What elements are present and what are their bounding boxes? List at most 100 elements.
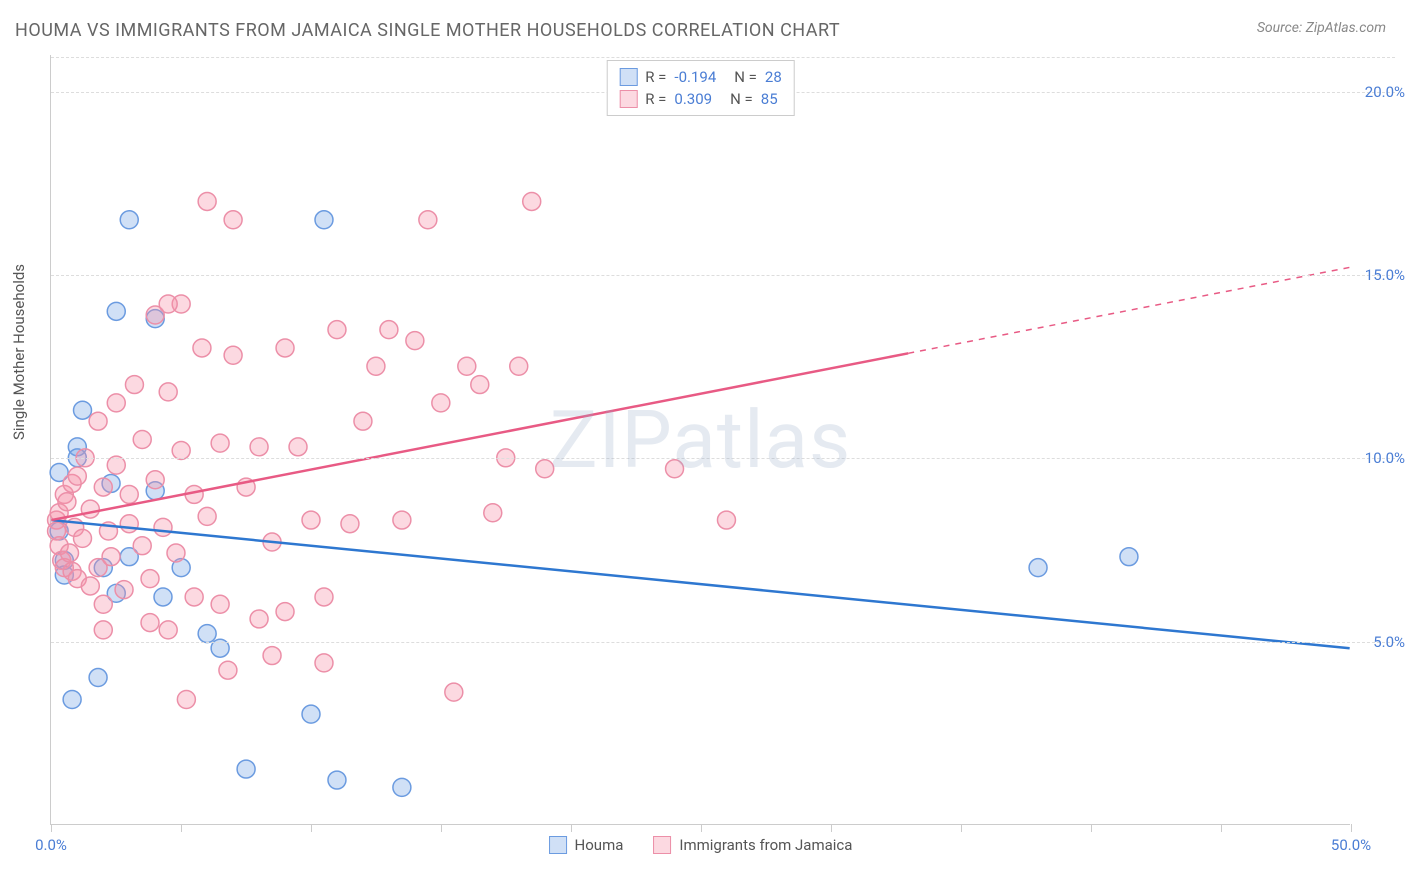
series-legend-label: Houma [575, 836, 624, 854]
x-tick [181, 824, 182, 832]
legend-swatch-jamaica [653, 836, 671, 854]
scatter-point [250, 438, 268, 456]
scatter-point [406, 332, 424, 350]
scatter-point [172, 441, 190, 459]
x-tick [571, 824, 572, 832]
x-tick-label: 0.0% [35, 836, 67, 854]
scatter-point [354, 412, 372, 430]
y-tick-label: 15.0% [1355, 266, 1405, 284]
scatter-point [115, 581, 133, 599]
scatter-point [159, 383, 177, 401]
scatter-point [211, 595, 229, 613]
scatter-point [58, 493, 76, 511]
legend-swatch-jamaica [619, 90, 637, 108]
scatter-point [471, 376, 489, 394]
scatter-point [193, 339, 211, 357]
x-tick [701, 824, 702, 832]
legend-n-label: N = [734, 68, 757, 86]
legend-n-label: N = [730, 90, 753, 108]
scatter-point [198, 625, 216, 643]
source-label: Source: ZipAtlas.com [1257, 20, 1386, 36]
scatter-point [510, 357, 528, 375]
scatter-point [89, 412, 107, 430]
legend-r-label: R = [645, 90, 666, 108]
scatter-point [107, 394, 125, 412]
scatter-point [276, 339, 294, 357]
plot-area: ZIPatlas R = -0.194 N = 28 R = 0.309 N =… [50, 55, 1350, 825]
scatter-point [224, 346, 242, 364]
scatter-point [154, 518, 172, 536]
x-tick [441, 824, 442, 832]
y-tick-label: 10.0% [1355, 449, 1405, 467]
scatter-point [666, 460, 684, 478]
scatter-point [81, 500, 99, 518]
chart-title: HOUMA VS IMMIGRANTS FROM JAMAICA SINGLE … [15, 20, 840, 41]
scatter-point [154, 588, 172, 606]
x-tick [961, 824, 962, 832]
series-legend-item-houma: Houma [549, 836, 624, 854]
scatter-point [219, 661, 237, 679]
y-axis-label: Single Mother Households [10, 264, 28, 440]
legend-n-value-houma: 28 [765, 68, 782, 86]
scatter-point [61, 544, 79, 562]
scatter-point [341, 515, 359, 533]
scatter-point [177, 691, 195, 709]
scatter-point [315, 654, 333, 672]
legend-swatch-houma [549, 836, 567, 854]
scatter-point [315, 588, 333, 606]
chart-container: HOUMA VS IMMIGRANTS FROM JAMAICA SINGLE … [0, 0, 1406, 892]
x-tick [1091, 824, 1092, 832]
regression-line-extrapolated [908, 267, 1349, 353]
scatter-point [63, 691, 81, 709]
x-tick-label: 50.0% [1331, 836, 1371, 854]
x-tick [311, 824, 312, 832]
scatter-point [94, 621, 112, 639]
scatter-point [445, 683, 463, 701]
series-legend-label: Immigrants from Jamaica [679, 836, 852, 854]
legend-r-label: R = [645, 68, 666, 86]
legend-row-jamaica: R = 0.309 N = 85 [619, 88, 782, 110]
legend-n-value-jamaica: 85 [761, 90, 778, 108]
scatter-point [328, 321, 346, 339]
scatter-point [367, 357, 385, 375]
scatter-point [102, 548, 120, 566]
scatter-point [159, 621, 177, 639]
scatter-point [133, 431, 151, 449]
gridline-h [51, 57, 1395, 58]
scatter-point [198, 507, 216, 525]
scatter-point [717, 511, 735, 529]
scatter-point [1029, 559, 1047, 577]
scatter-point [302, 511, 320, 529]
scatter-point [185, 588, 203, 606]
scatter-point [74, 529, 92, 547]
scatter-point [81, 577, 99, 595]
scatter-point [237, 760, 255, 778]
y-tick-label: 20.0% [1355, 83, 1405, 101]
scatter-point [141, 614, 159, 632]
scatter-point [523, 192, 541, 210]
scatter-point [74, 401, 92, 419]
legend-swatch-houma [619, 68, 637, 86]
scatter-point [289, 438, 307, 456]
legend-row-houma: R = -0.194 N = 28 [619, 66, 782, 88]
correlation-legend: R = -0.194 N = 28 R = 0.309 N = 85 [606, 60, 795, 116]
x-tick [51, 824, 52, 832]
scatter-point [167, 544, 185, 562]
x-tick [1351, 824, 1352, 832]
scatter-point [393, 778, 411, 796]
scatter-point [94, 595, 112, 613]
scatter-point [120, 515, 138, 533]
scatter-point [536, 460, 554, 478]
scatter-point [380, 321, 398, 339]
scatter-point [159, 295, 177, 313]
scatter-point [250, 610, 268, 628]
x-tick [1221, 824, 1222, 832]
scatter-point [328, 771, 346, 789]
scatter-point [224, 211, 242, 229]
gridline-h [51, 642, 1395, 643]
y-tick-label: 5.0% [1355, 633, 1405, 651]
scatter-point [1120, 548, 1138, 566]
scatter-point [133, 537, 151, 555]
scatter-point [211, 434, 229, 452]
scatter-point [120, 211, 138, 229]
